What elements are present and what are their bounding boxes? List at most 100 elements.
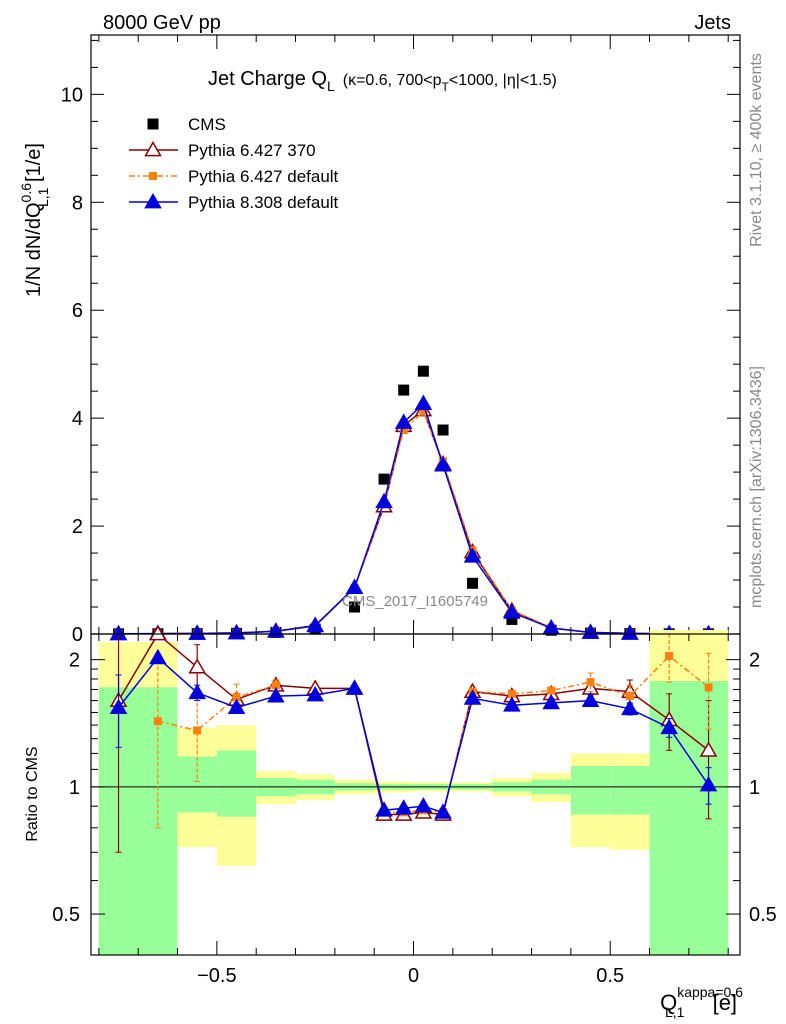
ratio-point bbox=[306, 685, 324, 702]
header-right-label: Jets bbox=[694, 12, 731, 34]
ratio-y-axis-label: Ratio to CMS bbox=[24, 746, 41, 841]
data-point bbox=[378, 473, 390, 485]
band-green bbox=[610, 766, 650, 815]
data-point bbox=[419, 407, 428, 416]
legend-item: Pythia 6.427 default bbox=[129, 167, 339, 186]
data-point bbox=[345, 578, 364, 594]
legend-marker bbox=[149, 172, 157, 180]
rivet-label: Rivet 3.1.10, ≥ 400k events bbox=[748, 53, 765, 247]
mcplots-label: mcplots.cern.ch [arXiv:1306.3436] bbox=[748, 366, 765, 608]
data-point bbox=[227, 624, 246, 640]
band-green bbox=[649, 681, 729, 955]
ratio-line bbox=[157, 684, 277, 732]
ratio-point bbox=[109, 698, 128, 714]
ratio-y-tick-label-right: 0.5 bbox=[749, 904, 777, 926]
ratio-point bbox=[193, 726, 202, 735]
ratio-point bbox=[271, 681, 280, 690]
ratio-y-tick-label-right: 2 bbox=[749, 650, 760, 672]
ratio-point bbox=[621, 699, 639, 716]
plot-title: Jet Charge QL (κ=0.6, 700<pT<1000, |η|<1.… bbox=[208, 68, 557, 94]
data-point bbox=[394, 413, 413, 429]
ratio-series-2 bbox=[109, 648, 718, 819]
ratio-point bbox=[704, 683, 713, 692]
band-green bbox=[98, 687, 178, 955]
main-y-tick-label: 0 bbox=[72, 624, 83, 646]
ratio-point bbox=[463, 689, 482, 705]
data-point bbox=[621, 624, 639, 640]
ratio-point bbox=[699, 776, 718, 792]
legend-marker bbox=[147, 118, 159, 130]
x-tick-label: 0 bbox=[408, 965, 419, 987]
ratio-point bbox=[625, 692, 634, 701]
data-point bbox=[506, 613, 518, 625]
data-point bbox=[417, 365, 429, 377]
legend-item: Pythia 8.308 default bbox=[129, 192, 339, 212]
ratio-point bbox=[503, 696, 521, 712]
ratio-point bbox=[581, 691, 600, 707]
ratio-point bbox=[660, 718, 678, 735]
legend-marker bbox=[144, 192, 162, 209]
ratio-point bbox=[434, 803, 452, 819]
ratio-point bbox=[507, 689, 516, 698]
data-point bbox=[434, 456, 452, 472]
ratio-point bbox=[345, 679, 364, 695]
data-point bbox=[188, 624, 206, 640]
legend-label: Pythia 6.427 default bbox=[188, 167, 339, 186]
ratio-point bbox=[188, 658, 206, 674]
legend: CMS Pythia 6.427 370 Pythia 6.427 default P… bbox=[129, 115, 339, 212]
data-point bbox=[581, 623, 600, 639]
ratio-point bbox=[665, 652, 674, 661]
main-y-tick-label: 2 bbox=[72, 516, 83, 538]
x-tick-label: −0.5 bbox=[197, 965, 236, 987]
legend-label: Pythia 6.427 370 bbox=[188, 141, 316, 160]
main-y-tick-label: 8 bbox=[72, 192, 83, 214]
analysis-watermark: CMS_2017_I1605749 bbox=[342, 593, 488, 610]
legend-item: Pythia 6.427 370 bbox=[129, 140, 316, 160]
ratio-y-tick-label: 1 bbox=[69, 777, 80, 799]
ratio-point bbox=[232, 693, 241, 702]
ratio-point bbox=[547, 686, 556, 695]
ratio-point bbox=[699, 741, 718, 757]
band-green bbox=[216, 750, 257, 817]
ratio-point bbox=[586, 678, 595, 687]
ratio-point bbox=[153, 717, 162, 726]
data-point bbox=[437, 424, 449, 436]
ratio-point bbox=[414, 797, 433, 813]
data-point bbox=[503, 603, 521, 619]
ratio-y-tick-label-right: 1 bbox=[749, 777, 760, 799]
ratio-point bbox=[188, 683, 206, 700]
legend-label: Pythia 8.308 default bbox=[188, 193, 339, 212]
ratio-frame bbox=[90, 633, 741, 956]
ratio-point bbox=[227, 698, 246, 714]
data-point bbox=[398, 384, 410, 396]
data-point bbox=[467, 577, 479, 589]
data-point bbox=[463, 547, 482, 563]
data-point bbox=[414, 394, 433, 410]
ratio-point bbox=[267, 687, 285, 703]
band-green bbox=[570, 766, 611, 815]
x-axis-label: Qkappa=0.6 L,1 [e] bbox=[660, 984, 743, 1020]
ratio-point bbox=[394, 799, 413, 815]
ratio-line bbox=[117, 656, 710, 814]
ratio-point bbox=[375, 801, 393, 817]
ratio-y-tick-label: 2 bbox=[69, 650, 80, 672]
header-left-label: 8000 GeV pp bbox=[103, 12, 221, 34]
data-point bbox=[349, 601, 361, 613]
data-point bbox=[375, 492, 393, 509]
ratio-y-tick-label: 0.5 bbox=[52, 904, 80, 926]
ratio-panel: 0.5 0.5 1 1 2 2 −0.5 0 0.5 Ratio to CMS Qkappa=0… bbox=[24, 624, 777, 1020]
ratio-line bbox=[117, 632, 709, 816]
legend-label: CMS bbox=[188, 115, 226, 134]
main-panel: Jet Charge QL (κ=0.6, 700<pT<1000, |η|<1.… bbox=[18, 34, 741, 646]
main-y-tick-label: 10 bbox=[61, 84, 83, 106]
ratio-point bbox=[149, 648, 167, 665]
legend-marker bbox=[144, 140, 162, 157]
data-point bbox=[306, 616, 324, 633]
series-line bbox=[118, 402, 709, 635]
x-tick-label: 0.5 bbox=[596, 965, 624, 987]
main-y-tick-label: 6 bbox=[72, 300, 83, 322]
main-y-tick-label: 4 bbox=[72, 408, 83, 430]
main-y-axis-label: 1/N dN/dQ0.6L,1 [1/e] bbox=[18, 143, 51, 297]
ratio-point bbox=[542, 693, 560, 710]
